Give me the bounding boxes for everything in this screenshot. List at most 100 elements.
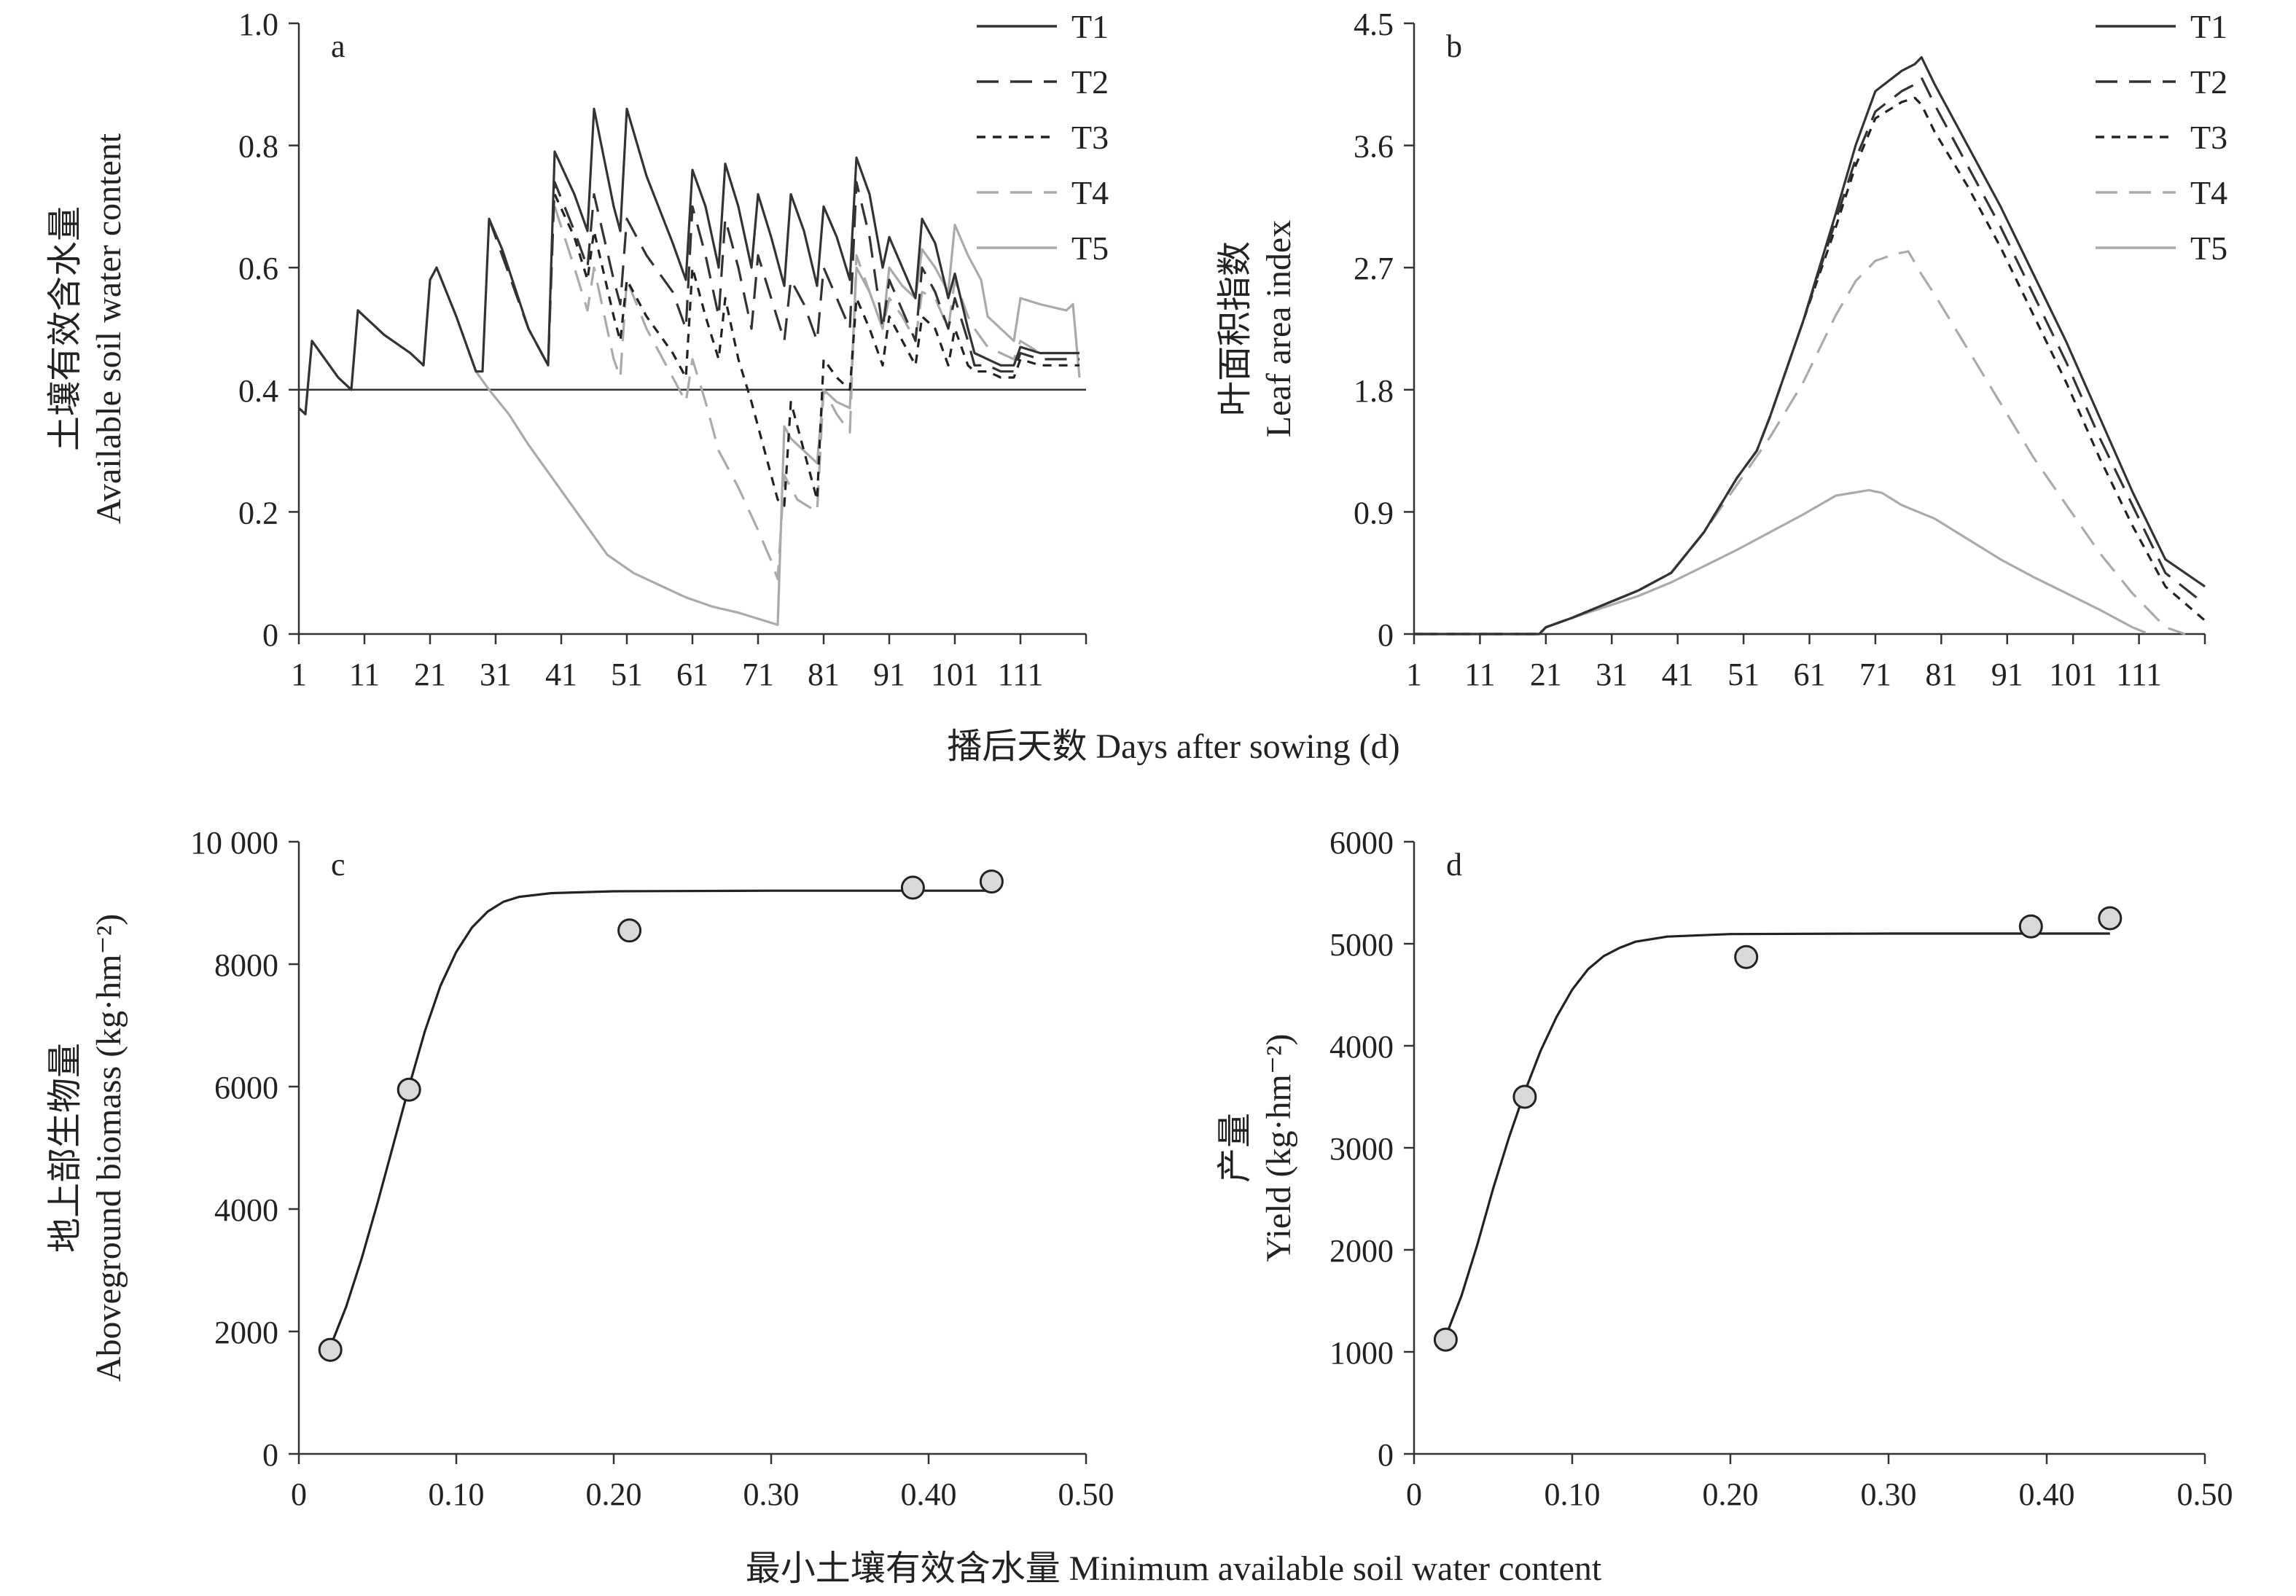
shared-x-axis-label-bottom: 最小土壤有效含水量 Minimum available soil water c…	[746, 1549, 1602, 1588]
y-tick-label: 0	[262, 1437, 278, 1473]
panel-b-leaf-area-index: 00.91.82.73.64.51 11 21 31 41 51 61 71 81 91 101 11…	[1216, 7, 2227, 692]
y-tick-label: 0.8	[238, 129, 278, 165]
y-axis-label-en: Aboveground biomass (kg·hm⁻²)	[90, 914, 128, 1382]
x-tick-label: 91	[873, 657, 905, 692]
y-tick-label: 0	[1378, 617, 1394, 653]
y-tick-label: 1000	[1329, 1335, 1394, 1371]
x-tick-label: 1	[291, 657, 307, 692]
panel-letter: b	[1446, 28, 1462, 64]
x-tick-label: 61	[1794, 657, 1826, 692]
y-axis-label-en: Available soil water content	[90, 133, 128, 524]
y-axis-label-en: Leaf area index	[1260, 220, 1298, 437]
x-tick-label: 41	[545, 657, 577, 692]
series-line-t4	[1414, 250, 2186, 635]
x-tick-label: 71	[1859, 657, 1891, 692]
y-tick-label: 8000	[214, 947, 278, 983]
y-tick-label: 0	[262, 617, 278, 653]
y-tick-label: 0	[1378, 1437, 1394, 1473]
x-tick-label: 21	[1530, 657, 1562, 692]
x-tick-label: 0.20	[586, 1476, 642, 1512]
series-line-t1	[1414, 56, 2206, 635]
x-tick-label: 31	[1596, 657, 1628, 692]
series-line-t2	[1414, 76, 2206, 635]
x-tick-label: 0.10	[1545, 1476, 1601, 1512]
data-point	[2098, 906, 2123, 931]
legend-label-t1: T1	[2190, 8, 2227, 45]
fit-curve	[1444, 932, 2110, 1337]
panel-a-soil-water: 00.20.40.60.81.01 11 21 31 41 51 61 71 81 91 101 11…	[46, 7, 1109, 692]
y-axis-label-cn: 土壤有效含水量	[46, 206, 85, 451]
x-tick-label: 0	[1406, 1476, 1422, 1512]
series-line-t4	[553, 206, 1079, 581]
y-tick-label: 0.6	[238, 251, 278, 286]
x-tick-label: 71	[742, 657, 774, 692]
x-tick-label: 81	[808, 657, 840, 692]
y-tick-label: 1.8	[1354, 373, 1394, 409]
legend-label-t3: T3	[1071, 119, 1109, 156]
legend-label-t5: T5	[1071, 230, 1109, 267]
y-tick-label: 2.7	[1354, 251, 1394, 286]
x-tick-label: 0.50	[1058, 1476, 1114, 1512]
x-tick-label: 111	[998, 657, 1044, 692]
y-tick-label: 6000	[1329, 825, 1394, 861]
data-point	[397, 1077, 421, 1102]
y-tick-label: 0.9	[1354, 495, 1394, 531]
legend-label-t2: T2	[1071, 63, 1109, 101]
data-point	[2018, 914, 2043, 939]
data-point	[979, 869, 1004, 894]
y-tick-label: 2000	[1329, 1233, 1394, 1269]
x-tick-label: 101	[2049, 657, 2097, 692]
x-tick-label: 1	[1406, 657, 1422, 692]
y-tick-label: 4000	[1329, 1029, 1394, 1065]
x-tick-label: 0.40	[2019, 1476, 2075, 1512]
panel-letter: d	[1446, 847, 1462, 883]
x-tick-label: 91	[1991, 657, 2023, 692]
y-tick-label: 3000	[1329, 1131, 1394, 1167]
series-line-t2	[488, 181, 1079, 373]
panel-d-yield: 0 1000 2000 3000 4000 5000 6000 0 0.10 0.20 0.30 0.…	[1216, 825, 2233, 1512]
y-tick-label: 2000	[214, 1315, 278, 1350]
shared-x-axis-label-top: 播后天数 Days after sowing (d)	[947, 727, 1399, 766]
data-point	[900, 875, 925, 900]
legend-label-t5: T5	[2190, 230, 2227, 267]
x-tick-label: 0.40	[901, 1476, 957, 1512]
y-tick-label: 6000	[214, 1070, 278, 1106]
series-line-t5	[1414, 489, 2147, 635]
legend-label-t4: T4	[1071, 174, 1109, 211]
x-tick-label: 0	[291, 1476, 307, 1512]
x-tick-label: 101	[931, 657, 979, 692]
x-tick-label: 11	[1464, 657, 1495, 692]
x-tick-label: 0.10	[429, 1476, 485, 1512]
panel-letter: a	[331, 28, 345, 64]
x-tick-label: 21	[414, 657, 446, 692]
y-tick-label: 3.6	[1354, 129, 1394, 165]
legend-label-t4: T4	[2190, 174, 2227, 211]
y-tick-label: 4.5	[1354, 7, 1394, 42]
x-tick-label: 0.50	[2177, 1476, 2233, 1512]
panel-letter: c	[331, 847, 345, 883]
data-point	[1734, 944, 1759, 969]
series-line-t1	[297, 107, 1079, 415]
legend-label-t1: T1	[1071, 8, 1109, 45]
y-tick-label: 1.0	[238, 7, 278, 42]
panel-c-biomass: 0 2000 4000 6000 8000 10 000 0 0.10 0.20 0.30 0.40…	[46, 825, 1114, 1512]
data-point	[1512, 1084, 1537, 1109]
y-axis-label-cn: 地上部生物量	[46, 1043, 85, 1253]
x-tick-label: 0.30	[743, 1476, 800, 1512]
fit-curve	[329, 889, 992, 1347]
y-axis-label-cn: 叶面积指数	[1216, 241, 1254, 416]
y-tick-label: 10 000	[190, 825, 278, 861]
y-tick-label: 0.2	[238, 495, 278, 531]
series-line-t3	[553, 193, 1079, 507]
y-tick-label: 5000	[1329, 927, 1394, 963]
y-tick-label: 0.4	[238, 373, 278, 409]
y-tick-label: 4000	[214, 1192, 278, 1228]
x-tick-label: 111	[2116, 657, 2162, 692]
x-tick-label: 81	[1925, 657, 1957, 692]
x-tick-label: 51	[1727, 657, 1760, 692]
legend-label-t3: T3	[2190, 119, 2227, 156]
x-tick-label: 11	[349, 657, 380, 692]
y-axis-label-en: Yield (kg·hm⁻²)	[1260, 1033, 1298, 1261]
series-line-t3	[1414, 96, 2206, 635]
